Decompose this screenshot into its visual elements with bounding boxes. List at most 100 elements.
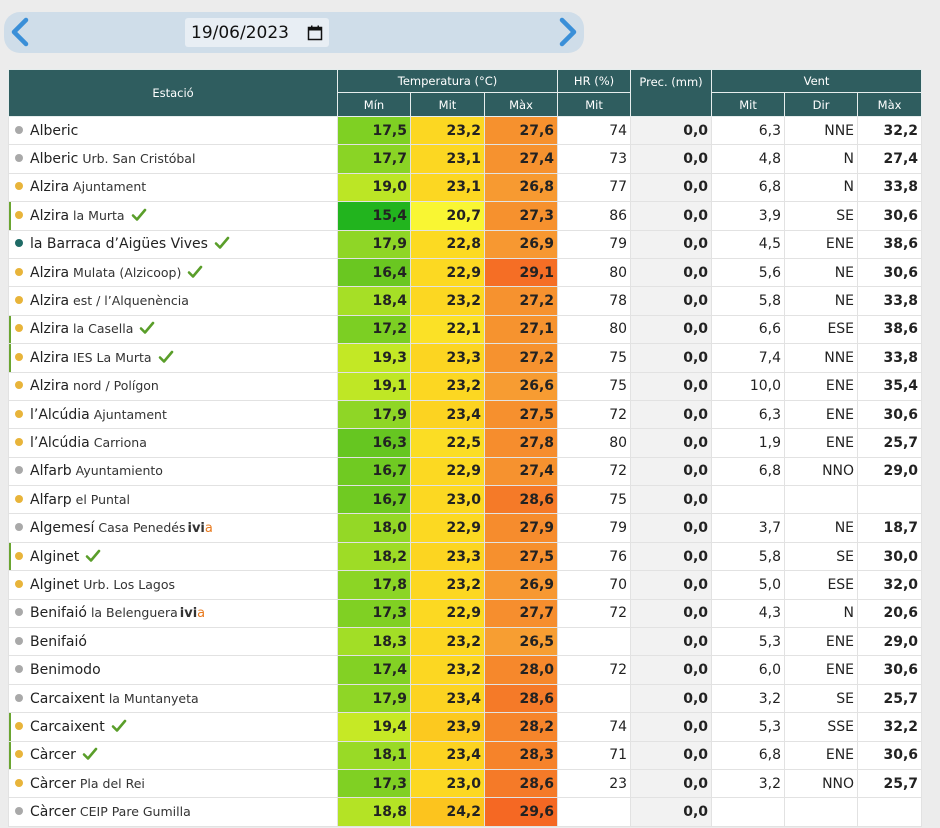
chevron-left-icon[interactable] [6, 16, 34, 48]
status-dot-icon [15, 381, 23, 390]
wind-mit-cell: 3,9 [711, 201, 786, 231]
table-row[interactable]: Alzira la Murta 15,4 20,7 27,3 86 0,0 3,9 SE 30,6 [8, 201, 923, 231]
station-cell[interactable]: Benifaió [8, 627, 338, 657]
station-location: CEIP Pare Gumilla [79, 804, 191, 820]
header-temp-min: Mín [337, 92, 411, 117]
station-cell[interactable]: Alginet Urb. Los Lagos [8, 570, 338, 600]
table-row[interactable]: Alberic Urb. San Cristóbal 17,7 23,1 27,4 73 0… [8, 144, 923, 174]
wind-max-cell: 33,8 [857, 343, 923, 373]
precipitation-cell: 0,0 [630, 570, 713, 600]
station-cell[interactable]: Alzira la Murta [8, 201, 338, 231]
calendar-icon[interactable] [307, 25, 323, 41]
temp-mit-cell: 22,8 [410, 229, 485, 259]
station-cell[interactable]: Benimodo [8, 655, 338, 685]
station-cell[interactable]: Carcaixent [8, 712, 338, 742]
wind-dir-cell: SE [784, 201, 859, 231]
table-row[interactable]: Càrcer Pla del Rei 17,3 23,0 28,6 23 0,0 3,2 NNO… [8, 768, 923, 799]
station-cell[interactable]: la Barraca d’Aigües Vives [8, 229, 338, 259]
station-cell[interactable]: Alfarp el Puntal [8, 485, 338, 515]
wind-dir-cell: N [784, 172, 859, 203]
table-body: Alberic 17,5 23,2 27,6 74 0,0 6,3 NNE 32,2 Alberi… [8, 115, 923, 827]
wind-max-cell: 33,8 [857, 172, 923, 203]
temp-min-cell: 17,9 [337, 399, 411, 430]
header-wind-max: Màx [857, 92, 923, 117]
station-cell[interactable]: Alberic Urb. San Cristóbal [8, 144, 338, 174]
wind-mit-cell: 6,0 [711, 655, 786, 685]
weather-stations-table: Estació Temperatura (°C) HR (%) Prec. (m… [8, 69, 923, 827]
chevron-right-icon[interactable] [554, 16, 582, 48]
table-row[interactable]: Carcaixent la Muntanyeta 17,9 23,4 28,6 0,0 3,… [8, 683, 923, 714]
station-cell[interactable]: Alberic [8, 115, 338, 146]
station-cell[interactable]: Alzira Ajuntament [8, 172, 338, 203]
station-name: Alzira [30, 293, 70, 310]
station-name: Càrcer [30, 747, 76, 764]
header-humidity: HR (%) [557, 69, 632, 93]
status-dot-icon [15, 409, 23, 418]
station-cell[interactable]: Càrcer Pla del Rei [8, 768, 338, 799]
table-row[interactable]: l’Alcúdia Ajuntament 17,9 23,4 27,5 72 0,0 6,3 E… [8, 399, 923, 430]
header-wind-mit: Mit [711, 92, 786, 117]
date-input[interactable]: 19/06/2023 [185, 18, 329, 47]
table-row[interactable]: Alzira Ajuntament 19,0 23,1 26,8 77 0,0 6,8 N 33,… [8, 172, 923, 203]
temp-max-cell: 27,8 [483, 428, 559, 458]
temp-min-cell: 17,7 [337, 144, 411, 174]
temp-min-cell: 15,4 [337, 201, 411, 231]
table-row[interactable]: l’Alcúdia Carriona 16,3 22,5 27,8 80 0,0 1,9 ENE… [8, 428, 923, 458]
table-row[interactable]: Alzira est / l’Alquenència 18,4 23,2 27,2 78 0… [8, 286, 923, 316]
station-cell[interactable]: Alzira nord / Polígon [8, 371, 338, 401]
table-row[interactable]: Alzira nord / Polígon 19,1 23,2 26,6 75 0,0 10,… [8, 371, 923, 401]
temp-max-cell: 27,1 [483, 314, 559, 345]
temp-mit-cell: 22,5 [410, 428, 485, 458]
station-cell[interactable]: l’Alcúdia Carriona [8, 428, 338, 458]
table-row[interactable]: Alfarp el Puntal 16,7 23,0 28,6 75 0,0 [8, 485, 923, 515]
table-row[interactable]: Càrcer CEIP Pare Gumilla 18,8 24,2 29,6 0,0 [8, 797, 923, 827]
station-cell[interactable]: Alzira IES La Murta [8, 343, 338, 373]
station-cell[interactable]: Alzira est / l’Alquenència [8, 286, 338, 316]
temp-min-cell: 18,3 [337, 627, 411, 657]
station-cell[interactable]: Alginet [8, 541, 338, 572]
temp-max-cell: 28,6 [483, 768, 559, 799]
station-cell[interactable]: l’Alcúdia Ajuntament [8, 399, 338, 430]
table-row[interactable]: Alginet 18,2 23,3 27,5 76 0,0 5,8 SE 30,0 [8, 541, 923, 572]
station-cell[interactable]: Alzira la Casella [8, 314, 338, 345]
precipitation-cell: 0,0 [630, 712, 713, 742]
table-row[interactable]: Alginet Urb. Los Lagos 17,8 23,2 26,9 70 0,0 5,… [8, 570, 923, 600]
table-row[interactable]: Alzira la Casella 17,2 22,1 27,1 80 0,0 6,6 ESE 3… [8, 314, 923, 345]
station-cell[interactable]: Alfarb Ayuntamiento [8, 456, 338, 487]
station-cell[interactable]: Algemesí Casa Penedés ivia [8, 513, 338, 543]
station-cell[interactable]: Càrcer CEIP Pare Gumilla [8, 797, 338, 827]
table-row[interactable]: Alzira Mulata (Alzicoop) 16,4 22,9 29,1 80 0,0… [8, 257, 923, 288]
station-location: Mulata (Alzicoop) [73, 264, 182, 280]
station-name: la Barraca d’Aigües Vives [30, 236, 208, 253]
wind-dir-cell: N [784, 598, 859, 629]
table-row[interactable]: Benifaió 18,3 23,2 26,5 0,0 5,3 ENE 29,0 [8, 627, 923, 657]
temp-min-cell: 18,2 [337, 541, 411, 572]
temp-mit-cell: 23,4 [410, 740, 485, 770]
station-cell[interactable]: Benifaió la Belenguera ivia [8, 598, 338, 629]
wind-max-cell: 33,8 [857, 286, 923, 316]
humidity-cell: 72 [557, 655, 632, 685]
station-name: Alzira [30, 378, 70, 395]
station-name: Alginet [30, 576, 80, 593]
table-row[interactable]: Benimodo 17,4 23,2 28,0 72 0,0 6,0 ENE 30,6 [8, 655, 923, 685]
station-name: Benimodo [30, 662, 101, 679]
temp-mit-cell: 23,2 [410, 115, 485, 146]
station-name: l’Alcúdia [30, 406, 90, 423]
table-row[interactable]: Alzira IES La Murta 19,3 23,3 27,2 75 0,0 7,4 NN… [8, 343, 923, 373]
station-cell[interactable]: Carcaixent la Muntanyeta [8, 683, 338, 714]
checkmark-icon [158, 350, 174, 364]
wind-mit-cell: 3,2 [711, 683, 786, 714]
table-row[interactable]: Algemesí Casa Penedés ivia 18,0 22,9 27,9 79 0,… [8, 513, 923, 543]
station-name: Alzira [30, 349, 70, 366]
wind-mit-cell: 6,3 [711, 399, 786, 430]
table-row[interactable]: Alberic 17,5 23,2 27,6 74 0,0 6,3 NNE 32,2 [8, 115, 923, 146]
station-cell[interactable]: Alzira Mulata (Alzicoop) [8, 257, 338, 288]
table-row[interactable]: Benifaió la Belenguera ivia 17,3 22,9 27,7 72 0… [8, 598, 923, 629]
table-row[interactable]: la Barraca d’Aigües Vives 17,9 22,8 26,9 79 0… [8, 229, 923, 259]
temp-mit-cell: 22,9 [410, 598, 485, 629]
table-row[interactable]: Carcaixent 19,4 23,9 28,2 74 0,0 5,3 SSE 32,2 [8, 712, 923, 742]
station-cell[interactable]: Càrcer [8, 740, 338, 770]
table-row[interactable]: Càrcer 18,1 23,4 28,3 71 0,0 6,8 ENE 30,6 [8, 740, 923, 770]
precipitation-cell: 0,0 [630, 541, 713, 572]
table-row[interactable]: Alfarb Ayuntamiento 16,7 22,9 27,4 72 0,0 6,8 NN… [8, 456, 923, 487]
